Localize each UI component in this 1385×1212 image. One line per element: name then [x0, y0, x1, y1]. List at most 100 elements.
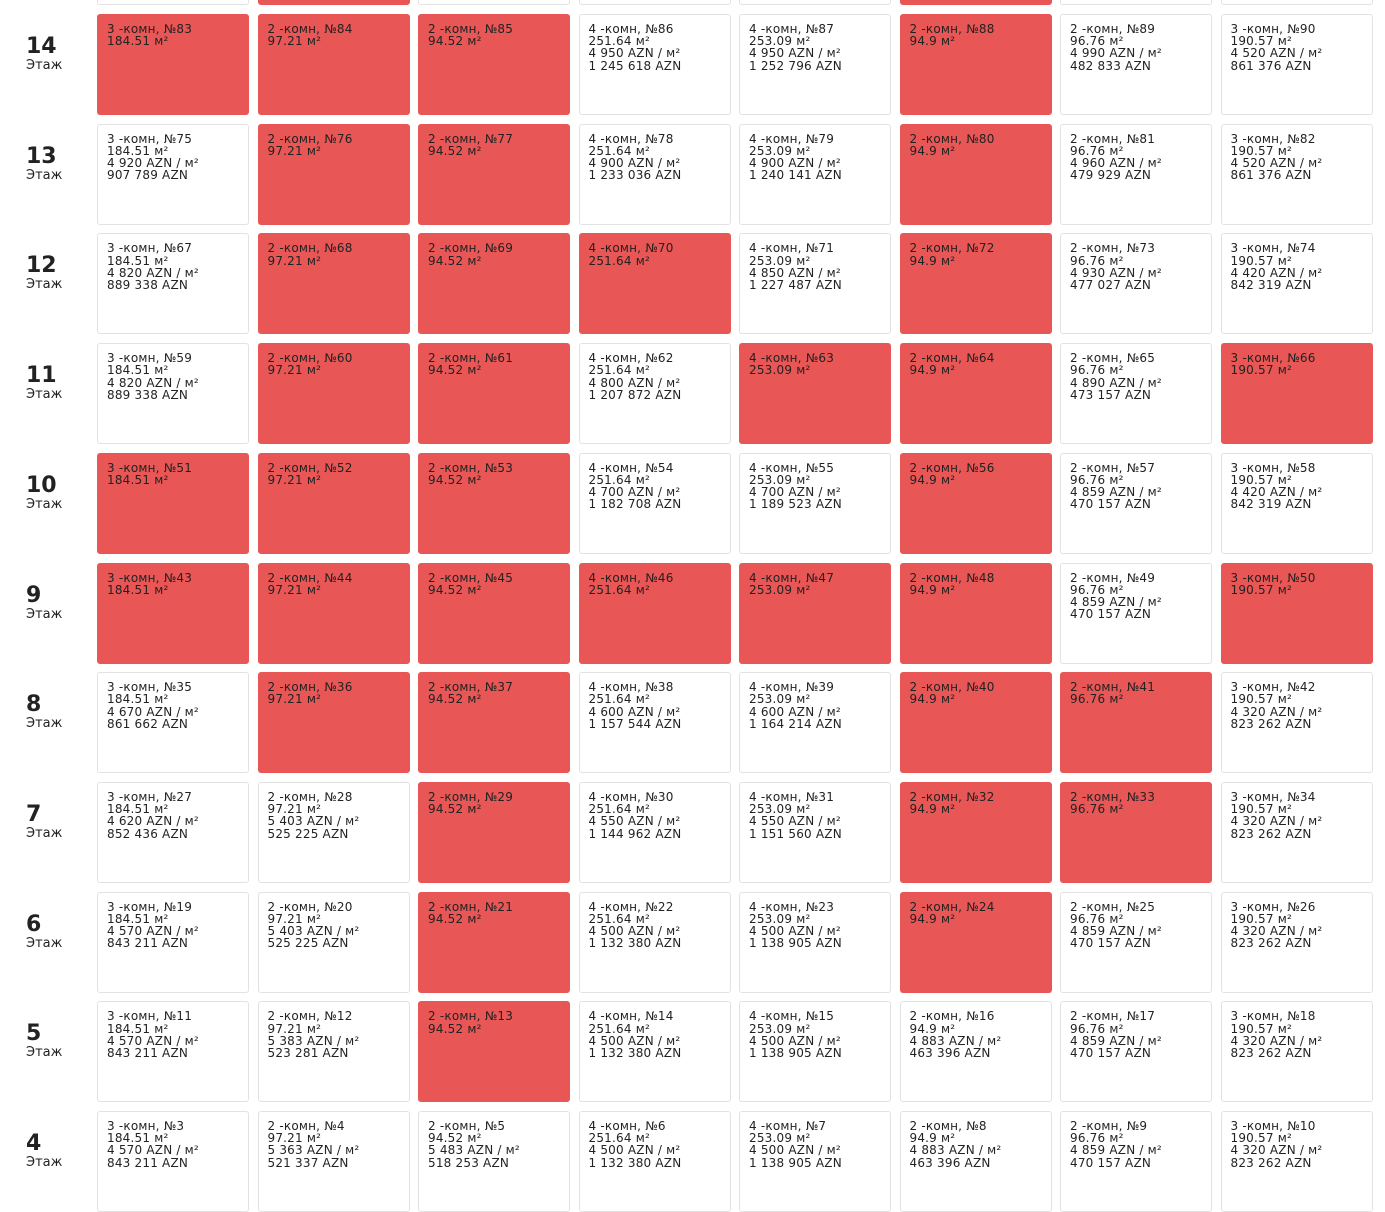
- apartment-cell[interactable]: 2 -комн, №69 94.52 м²: [418, 233, 570, 335]
- apartment-cell[interactable]: 2 -комн, №68 97.21 м²: [257, 233, 410, 335]
- apartment-cell[interactable]: 2 -комн, №9 96.76 м² 4 859 AZN / м² 470 157…: [1060, 1111, 1212, 1212]
- apartment-cell[interactable]: 4 -комн, №79 253.09 м² 4 900 AZN / м² 1 240…: [739, 123, 891, 225]
- apartment-cell[interactable]: 2 -комн, №33 96.76 м²: [1060, 781, 1212, 883]
- apartment-cell[interactable]: 3 -комн, №34 190.57 м² 4 320 AZN / м² 823 2…: [1220, 781, 1373, 883]
- apartment-cell[interactable]: 3 -комн, №74 190.57 м² 4 420 AZN / м² 842 3…: [1220, 233, 1373, 335]
- apartment-cell[interactable]: 4 -комн, №55 253.09 м² 4 700 AZN / м² 1 189…: [739, 452, 891, 554]
- apartment-cell[interactable]: 3 -комн, №43 184.51 м²: [97, 562, 249, 664]
- apartment-cell[interactable]: 4 -комн, №47 253.09 м²: [739, 562, 891, 664]
- apartment-cell[interactable]: 4 -комн, №71 253.09 м² 4 850 AZN / м² 1 227…: [739, 233, 891, 335]
- apartment-cell[interactable]: 2 -комн, №44 97.21 м²: [257, 562, 410, 664]
- apartment-cell[interactable]: [418, 0, 570, 5]
- apartment-info: 5 363 AZN / м²: [267, 1143, 360, 1158]
- apartment-cell[interactable]: 4 -комн, №63 253.09 м²: [739, 343, 891, 445]
- apartment-cell[interactable]: 3 -комн, №90 190.57 м² 4 520 AZN / м² 861 3…: [1220, 14, 1373, 115]
- apartment-cell[interactable]: 4 -комн, №6 251.64 м² 4 500 AZN / м² 1 132 …: [578, 1111, 731, 1212]
- apartment-cell[interactable]: 2 -комн, №85 94.52 м²: [418, 14, 570, 115]
- apartment-cell[interactable]: [97, 0, 249, 5]
- apartment-cell[interactable]: 2 -комн, №53 94.52 м²: [418, 452, 570, 554]
- apartment-cell[interactable]: [257, 0, 410, 5]
- apartment-cell[interactable]: 2 -комн, №28 97.21 м² 5 403 AZN / м² 525 22…: [257, 781, 410, 883]
- apartment-cell[interactable]: 4 -комн, №31 253.09 м² 4 550 AZN / м² 1 151…: [739, 781, 891, 883]
- apartment-cell[interactable]: 2 -комн, №32 94.9 м²: [899, 781, 1052, 883]
- apartment-cell[interactable]: 3 -комн, №58 190.57 м² 4 420 AZN / м² 842 3…: [1220, 452, 1373, 554]
- apartment-cell[interactable]: 2 -комн, №4 97.21 м² 5 363 AZN / м² 521 337…: [257, 1111, 410, 1212]
- apartment-cell[interactable]: 3 -комн, №66 190.57 м²: [1220, 343, 1373, 445]
- apartment-cell[interactable]: 2 -комн, №88 94.9 м²: [899, 14, 1052, 115]
- apartment-cell[interactable]: 2 -комн, №76 97.21 м²: [257, 123, 410, 225]
- apartment-cell[interactable]: 2 -комн, №37 94.52 м²: [418, 672, 570, 774]
- apartment-cell[interactable]: 2 -комн, №57 96.76 м² 4 859 AZN / м² 470 15…: [1060, 452, 1212, 554]
- apartment-cell[interactable]: 4 -комн, №23 253.09 м² 4 500 AZN / м² 1 138…: [739, 891, 891, 993]
- apartment-cell[interactable]: 2 -комн, №17 96.76 м² 4 859 AZN / м² 470 15…: [1060, 1001, 1212, 1103]
- apartment-cell[interactable]: 2 -комн, №48 94.9 м²: [899, 562, 1052, 664]
- apartment-cell[interactable]: 2 -комн, №60 97.21 м²: [257, 343, 410, 445]
- apartment-info: 4 859 AZN / м²: [1070, 1143, 1162, 1158]
- apartment-cell[interactable]: 3 -комн, №27 184.51 м² 4 620 AZN / м² 852 4…: [97, 781, 249, 883]
- apartment-cell[interactable]: 4 -комн, №38 251.64 м² 4 600 AZN / м² 1 157…: [578, 672, 731, 774]
- apartment-cell[interactable]: 2 -комн, №36 97.21 м²: [257, 672, 410, 774]
- apartment-cell[interactable]: 2 -комн, №73 96.76 м² 4 930 AZN / м² 477 02…: [1060, 233, 1212, 335]
- apartment-cell[interactable]: 2 -комн, №20 97.21 м² 5 403 AZN / м² 525 22…: [257, 891, 410, 993]
- apartment-cell[interactable]: 3 -комн, №82 190.57 м² 4 520 AZN / м² 861 3…: [1220, 123, 1373, 225]
- apartment-cell[interactable]: 2 -комн, №81 96.76 м² 4 960 AZN / м² 479 92…: [1060, 123, 1212, 225]
- apartment-cell[interactable]: 2 -комн, №29 94.52 м²: [418, 781, 570, 883]
- apartment-cell[interactable]: 3 -комн, №10 190.57 м² 4 320 AZN / м² 823 2…: [1220, 1111, 1373, 1212]
- apartment-cell[interactable]: 2 -комн, №52 97.21 м²: [257, 452, 410, 554]
- apartment-cell[interactable]: 4 -комн, №62 251.64 м² 4 800 AZN / м² 1 207…: [578, 343, 731, 445]
- apartment-cell[interactable]: 3 -комн, №26 190.57 м² 4 320 AZN / м² 823 2…: [1220, 891, 1373, 993]
- apartment-cell[interactable]: 4 -комн, №87 253.09 м² 4 950 AZN / м² 1 252…: [739, 14, 891, 115]
- apartment-cell[interactable]: 2 -комн, №41 96.76 м²: [1060, 672, 1212, 774]
- apartment-cell[interactable]: 3 -комн, №50 190.57 м²: [1220, 562, 1373, 664]
- apartment-cell[interactable]: 3 -комн, №51 184.51 м²: [97, 452, 249, 554]
- apartment-cell[interactable]: 2 -комн, №8 94.9 м² 4 883 AZN / м² 463 396 …: [899, 1111, 1052, 1212]
- apartment-cell[interactable]: [1060, 0, 1212, 5]
- apartment-cell[interactable]: 2 -комн, №77 94.52 м²: [418, 123, 570, 225]
- apartment-cell[interactable]: 3 -комн, №42 190.57 м² 4 320 AZN / м² 823 2…: [1220, 672, 1373, 774]
- apartment-cell[interactable]: 4 -комн, №7 253.09 м² 4 500 AZN / м² 1 138 …: [739, 1111, 891, 1212]
- apartment-cell[interactable]: 2 -комн, №61 94.52 м²: [418, 343, 570, 445]
- apartment-cell[interactable]: 3 -комн, №19 184.51 м² 4 570 AZN / м² 843 2…: [97, 891, 249, 993]
- apartment-cell[interactable]: 2 -комн, №80 94.9 м²: [899, 123, 1052, 225]
- apartment-cell[interactable]: [899, 0, 1052, 5]
- apartment-cell[interactable]: 2 -комн, №25 96.76 м² 4 859 AZN / м² 470 15…: [1060, 891, 1212, 993]
- apartment-cell[interactable]: 2 -комн, №84 97.21 м²: [257, 14, 410, 115]
- apartment-cell[interactable]: 3 -комн, №67 184.51 м² 4 820 AZN / м² 889 3…: [97, 233, 249, 335]
- apartment-cell[interactable]: 4 -комн, №70 251.64 м²: [578, 233, 731, 335]
- apartment-cell[interactable]: 2 -комн, №40 94.9 м²: [899, 672, 1052, 774]
- apartment-cell[interactable]: 3 -комн, №75 184.51 м² 4 920 AZN / м² 907 7…: [97, 123, 249, 225]
- apartment-info: 521 337 AZN: [267, 1155, 349, 1170]
- apartment-cell[interactable]: [739, 0, 891, 5]
- apartment-cell[interactable]: 2 -комн, №12 97.21 м² 5 383 AZN / м² 523 28…: [257, 1001, 410, 1103]
- apartment-cell[interactable]: 2 -комн, №64 94.9 м²: [899, 343, 1052, 445]
- apartment-cell[interactable]: 2 -комн, №45 94.52 м²: [418, 562, 570, 664]
- apartment-cell[interactable]: 4 -комн, №78 251.64 м² 4 900 AZN / м² 1 233…: [578, 123, 731, 225]
- apartment-cell[interactable]: 4 -комн, №46 251.64 м²: [578, 562, 731, 664]
- apartment-cell[interactable]: 4 -комн, №15 253.09 м² 4 500 AZN / м² 1 138…: [739, 1001, 891, 1103]
- apartment-cell[interactable]: 4 -комн, №86 251.64 м² 4 950 AZN / м² 1 245…: [578, 14, 731, 115]
- apartment-cell[interactable]: 2 -комн, №49 96.76 м² 4 859 AZN / м² 470 15…: [1060, 562, 1212, 664]
- apartment-cell[interactable]: 2 -комн, №16 94.9 м² 4 883 AZN / м² 463 396…: [899, 1001, 1052, 1103]
- apartment-cell[interactable]: 3 -комн, №83 184.51 м²: [97, 14, 249, 115]
- apartment-cell[interactable]: 3 -комн, №18 190.57 м² 4 320 AZN / м² 823 2…: [1220, 1001, 1373, 1103]
- apartment-cell[interactable]: 2 -комн, №5 94.52 м² 5 483 AZN / м² 518 253…: [418, 1111, 570, 1212]
- apartment-cell[interactable]: 3 -комн, №3 184.51 м² 4 570 AZN / м² 843 21…: [97, 1111, 249, 1212]
- apartment-cell[interactable]: 2 -комн, №21 94.52 м²: [418, 891, 570, 993]
- apartment-cell[interactable]: [1220, 0, 1373, 5]
- apartment-cell[interactable]: 2 -комн, №65 96.76 м² 4 890 AZN / м² 473 15…: [1060, 343, 1212, 445]
- apartment-cell[interactable]: 2 -комн, №89 96.76 м² 4 990 AZN / м² 482 83…: [1060, 14, 1212, 115]
- apartment-cell[interactable]: 4 -комн, №14 251.64 м² 4 500 AZN / м² 1 132…: [578, 1001, 731, 1103]
- apartment-cell[interactable]: 3 -комн, №35 184.51 м² 4 670 AZN / м² 861 6…: [97, 672, 249, 774]
- apartment-cell[interactable]: 4 -комн, №54 251.64 м² 4 700 AZN / м² 1 182…: [578, 452, 731, 554]
- apartment-cell[interactable]: 3 -комн, №11 184.51 м² 4 570 AZN / м² 843 2…: [97, 1001, 249, 1103]
- apartment-cell[interactable]: 4 -комн, №30 251.64 м² 4 550 AZN / м² 1 144…: [578, 781, 731, 883]
- apartment-info: 4 570 AZN / м²: [107, 924, 199, 938]
- apartment-cell[interactable]: 3 -комн, №59 184.51 м² 4 820 AZN / м² 889 3…: [97, 343, 249, 445]
- apartment-cell[interactable]: 2 -комн, №56 94.9 м²: [899, 452, 1052, 554]
- apartment-cell[interactable]: [578, 0, 731, 5]
- apartment-cell[interactable]: 4 -комн, №22 251.64 м² 4 500 AZN / м² 1 132…: [578, 891, 731, 993]
- apartment-cell[interactable]: 4 -комн, №39 253.09 м² 4 600 AZN / м² 1 164…: [739, 672, 891, 774]
- apartment-cell[interactable]: 2 -комн, №24 94.9 м²: [899, 891, 1052, 993]
- apartment-cell[interactable]: 2 -комн, №13 94.52 м²: [418, 1001, 570, 1103]
- apartment-cell[interactable]: 2 -комн, №72 94.9 м²: [899, 233, 1052, 335]
